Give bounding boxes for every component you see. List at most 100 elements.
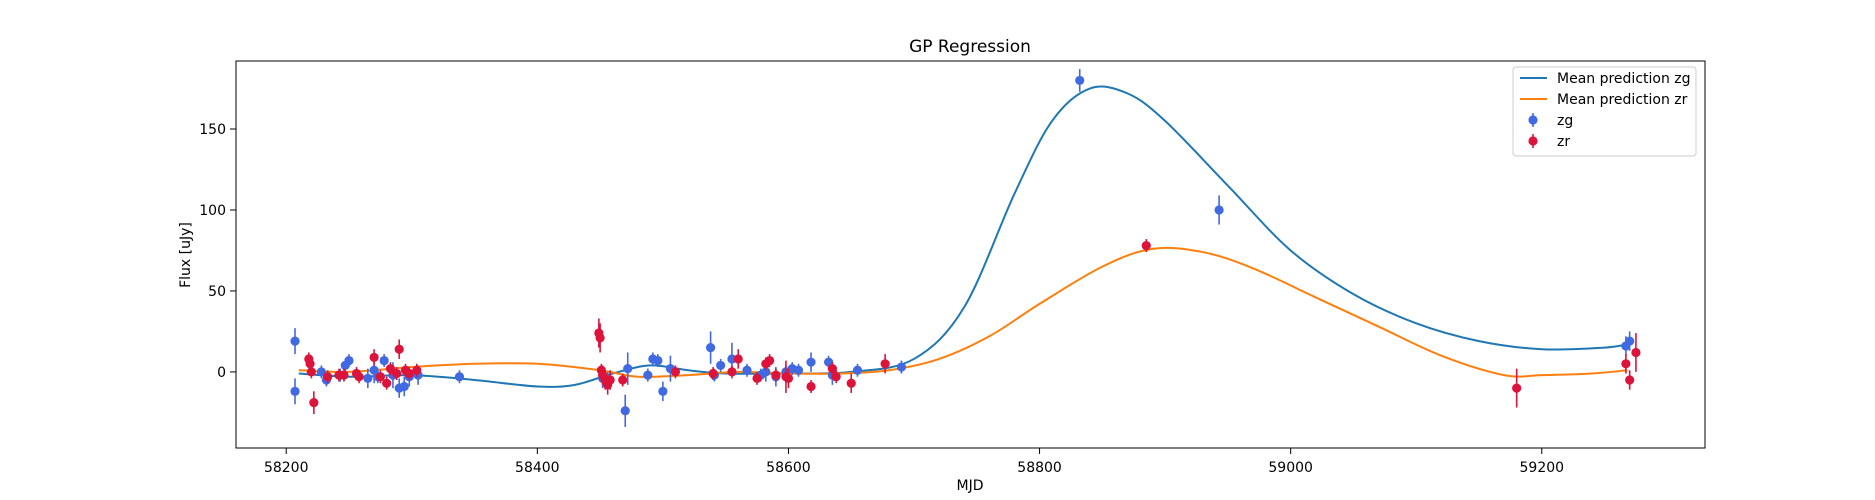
point-marker — [454, 372, 465, 382]
point-marker — [716, 360, 726, 371]
zr-data-point — [827, 362, 837, 376]
zg-data-point — [290, 328, 300, 355]
point-marker — [761, 367, 771, 377]
legend: Mean prediction zg Mean prediction zr zg zr — [1512, 66, 1697, 157]
zr-data-point — [1621, 354, 1631, 374]
zr-data-point — [595, 323, 605, 353]
point-marker — [412, 365, 422, 375]
point-marker — [323, 372, 333, 382]
x-tick-label: 58400 — [515, 460, 560, 476]
zr-data-point — [412, 363, 422, 377]
zr-data-point — [309, 391, 319, 414]
zr-data-point — [306, 365, 316, 379]
x-tick-label: 58600 — [766, 460, 811, 476]
point-marker — [806, 357, 816, 367]
point-marker — [727, 367, 737, 377]
legend-box — [1512, 66, 1697, 157]
zg-data-point — [716, 358, 726, 372]
point-marker — [306, 367, 316, 377]
zr-data-point — [1141, 239, 1151, 253]
point-marker — [1631, 347, 1641, 358]
point-marker — [339, 370, 349, 380]
point-marker — [290, 336, 300, 346]
point-marker — [1141, 240, 1151, 251]
x-tick-label: 59200 — [1520, 460, 1565, 476]
zr-data-point — [394, 339, 404, 359]
legend-entry-zr: zr — [1528, 134, 1570, 150]
point-marker — [316, 367, 326, 377]
zg-data-point — [454, 370, 465, 384]
legend-label: Mean prediction zr — [1557, 92, 1688, 108]
point-marker — [846, 378, 856, 388]
y-axis-label: Flux [uJy] — [178, 222, 194, 288]
zr-data-point — [708, 367, 718, 380]
zg-data-point — [623, 352, 633, 385]
point-marker — [404, 368, 414, 379]
zr-data-point — [771, 368, 781, 382]
point-marker — [344, 355, 354, 366]
point-marker — [742, 365, 752, 375]
zr-data-point — [880, 354, 890, 374]
y-tick-label: 150 — [199, 122, 226, 138]
point-marker — [618, 375, 628, 385]
zr-data-point — [375, 370, 385, 384]
point-marker — [290, 386, 300, 396]
point-marker — [392, 368, 402, 379]
zr-mean-prediction-line — [298, 246, 1628, 378]
point-marker — [643, 370, 653, 380]
zr-data-point — [1631, 333, 1641, 372]
point-marker — [309, 398, 319, 408]
y-tick-label: 50 — [208, 284, 226, 300]
zg-data-point — [290, 378, 300, 405]
zr-data-point — [783, 368, 794, 389]
zr-data-point — [733, 349, 743, 369]
zr-data-point — [618, 373, 628, 387]
zr-data-point — [806, 379, 816, 393]
zr-data-point — [323, 370, 333, 384]
zr-data-point — [765, 354, 775, 368]
point-marker — [783, 373, 794, 383]
point-marker — [379, 355, 389, 366]
legend-label: zr — [1557, 134, 1570, 150]
point-marker — [1621, 359, 1631, 369]
point-marker — [605, 375, 615, 385]
point-marker — [896, 362, 907, 372]
prediction-curves — [298, 85, 1628, 388]
zg-data-point — [742, 363, 752, 377]
zr-data-point — [392, 367, 402, 380]
point-marker — [1512, 383, 1522, 393]
zr-data-point — [404, 367, 414, 380]
point-marker — [653, 355, 663, 366]
point-marker — [595, 333, 605, 343]
point-marker — [1075, 75, 1085, 86]
zr-data-point — [382, 376, 392, 390]
zr-data-point — [846, 373, 856, 393]
zg-data-point — [1625, 331, 1635, 351]
legend-entry-mean-prediction-zg: Mean prediction zg — [1520, 71, 1691, 87]
data-points — [290, 69, 1641, 427]
zg-data-point — [379, 354, 389, 368]
point-marker — [733, 354, 743, 364]
x-tick-label: 59000 — [1268, 460, 1313, 476]
point-marker — [752, 373, 762, 383]
zr-data-point — [752, 371, 762, 385]
point-marker — [369, 352, 379, 362]
point-marker — [382, 378, 392, 388]
chart-title: GP Regression — [909, 37, 1031, 57]
zg-data-point — [653, 354, 663, 368]
point-marker — [375, 372, 385, 382]
x-axis-label: MJD — [957, 478, 984, 494]
zr-data-point — [831, 370, 841, 384]
zr-data-point — [339, 368, 349, 382]
zr-data-point — [354, 370, 364, 384]
y-axis: 0 50 100 150 — [199, 122, 236, 381]
x-tick-label: 58200 — [264, 460, 309, 476]
point-marker — [385, 364, 396, 374]
legend-marker-swatch — [1528, 136, 1538, 146]
point-marker — [765, 355, 775, 366]
point-marker — [620, 406, 630, 416]
zg-data-point — [1214, 195, 1224, 225]
zg-data-point — [793, 363, 804, 377]
plot-frame — [235, 60, 1706, 449]
